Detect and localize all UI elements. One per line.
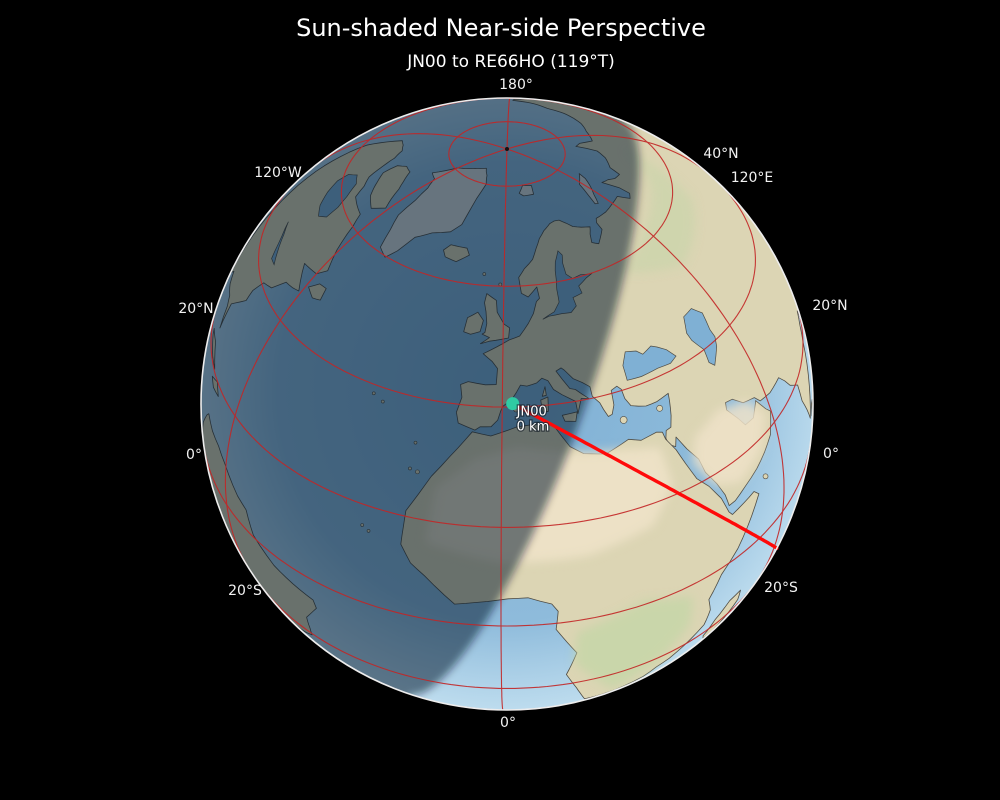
graticule-label: 20°N (812, 298, 847, 314)
graticule-label: 0° (500, 715, 516, 731)
graticule-label: 180° (499, 77, 533, 93)
route-line (511, 402, 779, 550)
graticule-meridian-120 (506, 134, 709, 175)
north-pole-dot (505, 146, 509, 151)
tint-central-africa (574, 596, 693, 689)
island (619, 416, 628, 424)
island (656, 405, 663, 412)
black-sea (622, 345, 677, 381)
globe-limb (200, 97, 814, 711)
graticule-meridian-180 (506, 97, 511, 150)
graticule-label: 20°S (228, 583, 262, 599)
graticule-label: 120°E (731, 170, 774, 186)
distance-label: 0 km (517, 420, 550, 435)
tint-arabia (692, 400, 766, 486)
graticule-meridian-0 (500, 148, 508, 711)
graticule-label: 0° (823, 446, 839, 462)
route-subtitle: JN00 to RE66HO (119°T) (406, 52, 615, 72)
graticule-label: 120°W (254, 165, 302, 181)
graticule-meridian-60 (506, 148, 785, 581)
tint-siberia (623, 149, 695, 273)
graticule-label: 40°N (703, 146, 738, 162)
graticule-parallel--20 (258, 582, 756, 689)
station-marker (506, 397, 520, 411)
graticule-meridian--120 (313, 133, 508, 167)
graticule-meridian--60 (224, 148, 508, 566)
page-title: Sun-shaded Near-side Perspective (296, 14, 706, 42)
station-label: JN00 (516, 405, 547, 420)
graticule-label: 20°S (764, 580, 798, 596)
graticule-parallel-20 (210, 308, 804, 528)
graticule-label: 20°N (178, 301, 213, 317)
graticule-parallel-40 (258, 182, 756, 408)
graticule-parallel-0 (203, 445, 811, 627)
graticule-parallel-60 (340, 97, 674, 287)
graticule-label: 0° (186, 447, 202, 463)
island (762, 473, 769, 480)
